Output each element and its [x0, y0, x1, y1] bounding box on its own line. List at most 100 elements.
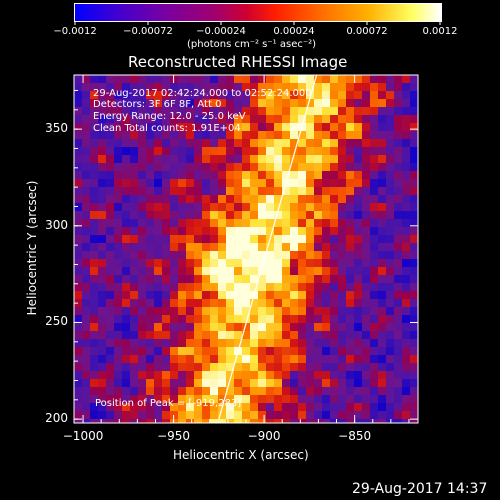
heatmap-cell [202, 283, 210, 291]
heatmap-cell [290, 227, 298, 235]
heatmap-cell [138, 139, 146, 147]
heatmap-cell [138, 131, 146, 139]
heatmap-cell [226, 363, 234, 371]
heatmap-cell [186, 147, 194, 155]
heatmap-cell [194, 347, 202, 355]
heatmap-cell [354, 267, 362, 275]
heatmap-cell [354, 419, 362, 423]
heatmap-cell [90, 171, 98, 179]
heatmap-cell [130, 275, 138, 283]
heatmap-cell [226, 267, 234, 275]
heatmap-cell [314, 171, 322, 179]
heatmap-cell [250, 107, 258, 115]
heatmap-cell [106, 331, 114, 339]
heatmap-cell [82, 419, 90, 423]
heatmap-cell [370, 403, 378, 411]
heatmap-cell [226, 251, 234, 259]
heatmap-cell [114, 251, 122, 259]
heatmap-cell [194, 75, 202, 83]
heatmap-cell [402, 395, 410, 403]
heatmap-cell [266, 331, 274, 339]
heatmap-cell [90, 419, 98, 423]
heatmap-cell [146, 267, 154, 275]
heatmap-cell [130, 171, 138, 179]
heatmap-cell [202, 403, 210, 411]
heatmap-cell [154, 267, 162, 275]
heatmap-cell [386, 227, 394, 235]
heatmap-cell [170, 195, 178, 203]
heatmap-cell [386, 219, 394, 227]
heatmap-cell [194, 291, 202, 299]
heatmap-cell [234, 155, 242, 163]
heatmap-cell [170, 339, 178, 347]
heatmap-cell [74, 147, 82, 155]
heatmap-cell [386, 267, 394, 275]
heatmap-cell [82, 363, 90, 371]
heatmap-cell [378, 395, 386, 403]
heatmap-cell [178, 339, 186, 347]
heatmap-cell [122, 275, 130, 283]
heatmap-cell [82, 403, 90, 411]
heatmap-cell [138, 363, 146, 371]
heatmap-cell [242, 219, 250, 227]
heatmap-cell [378, 347, 386, 355]
heatmap-cell [202, 307, 210, 315]
heatmap-cell [122, 355, 130, 363]
heatmap-cell [258, 211, 266, 219]
heatmap-cell [154, 299, 162, 307]
heatmap-cell [402, 163, 410, 171]
heatmap-cell [394, 331, 402, 339]
heatmap-cell [322, 179, 330, 187]
heatmap-cell [394, 203, 402, 211]
heatmap-cell [298, 243, 306, 251]
heatmap-cell [154, 123, 162, 131]
heatmap-cell [322, 331, 330, 339]
heatmap-cell [130, 339, 138, 347]
heatmap-cell [362, 291, 370, 299]
heatmap-cell [98, 331, 106, 339]
heatmap-cell [98, 419, 106, 423]
heatmap-cell [154, 147, 162, 155]
heatmap-cell [146, 419, 154, 423]
heatmap-cell [98, 363, 106, 371]
heatmap-cell [74, 243, 82, 251]
heatmap-cell [402, 219, 410, 227]
heatmap-cell [194, 139, 202, 147]
heatmap-cell [90, 283, 98, 291]
heatmap-cell [314, 179, 322, 187]
heatmap-cell [370, 147, 378, 155]
heatmap-cell [298, 187, 306, 195]
x-tick-label: −950 [157, 429, 191, 443]
heatmap-cell [282, 99, 290, 107]
heatmap-cell [194, 411, 202, 419]
heatmap-cell [106, 91, 114, 99]
heatmap-cell [234, 283, 242, 291]
heatmap-cell [98, 315, 106, 323]
heatmap-cell [354, 395, 362, 403]
heatmap-cell [234, 171, 242, 179]
heatmap-cell [386, 259, 394, 267]
heatmap-cell [410, 75, 418, 83]
heatmap-cell [146, 227, 154, 235]
heatmap-cell [226, 323, 234, 331]
heatmap-cell [130, 419, 138, 423]
heatmap-cell [378, 419, 386, 423]
heatmap-cell [234, 99, 242, 107]
heatmap-cell [74, 395, 82, 403]
heatmap-cell [122, 307, 130, 315]
heatmap-cell [362, 299, 370, 307]
heatmap-cell [306, 75, 314, 83]
heatmap-cell [290, 299, 298, 307]
heatmap-cell [194, 83, 202, 91]
heatmap-cell [202, 363, 210, 371]
heatmap-cell [82, 275, 90, 283]
heatmap-cell [226, 83, 234, 91]
heatmap-cell [90, 99, 98, 107]
heatmap-cell [330, 307, 338, 315]
heatmap-cell [402, 147, 410, 155]
heatmap-cell [402, 275, 410, 283]
heatmap-cell [106, 307, 114, 315]
heatmap-cell [242, 131, 250, 139]
heatmap-cell [170, 403, 178, 411]
heatmap-cell [410, 195, 418, 203]
